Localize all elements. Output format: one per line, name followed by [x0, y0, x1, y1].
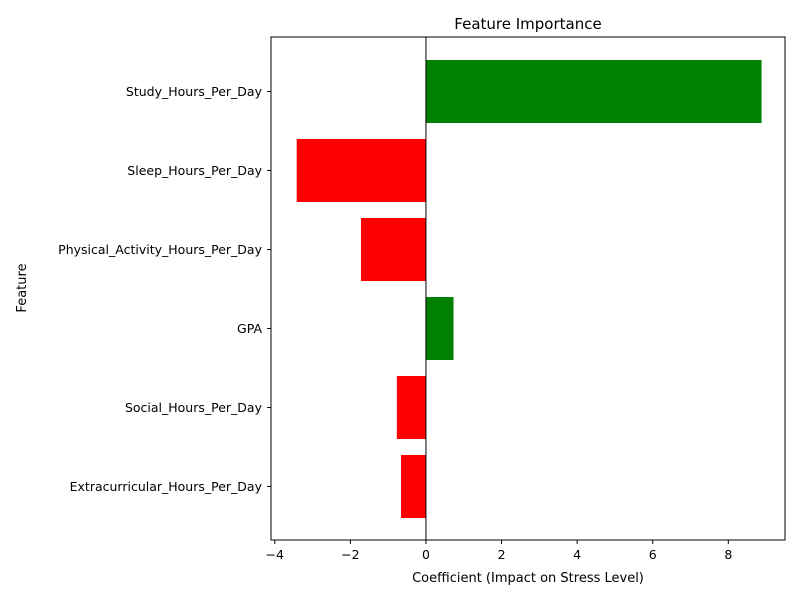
y-tick-label: Sleep_Hours_Per_Day	[127, 163, 262, 178]
plot-frame	[270, 36, 786, 541]
bar-social-hours-per-day	[396, 376, 426, 439]
x-tick-label: 8	[724, 547, 732, 562]
x-tick-label: −4	[266, 547, 284, 562]
bar-sleep-hours-per-day	[296, 139, 426, 202]
x-axis: −4 −2 0 2 4 6 8	[266, 540, 732, 562]
y-tick-label: Physical_Activity_Hours_Per_Day	[58, 242, 262, 257]
y-tick-label: GPA	[237, 321, 262, 336]
x-tick-label: 6	[649, 547, 657, 562]
y-tick-label: Study_Hours_Per_Day	[126, 84, 263, 99]
bars-group	[296, 60, 762, 518]
x-tick-label: 2	[498, 547, 506, 562]
x-axis-label: Coefficient (Impact on Stress Level)	[412, 571, 644, 586]
chart-title: Feature Importance	[454, 15, 601, 33]
bar-physical-activity-hours-per-day	[360, 218, 426, 281]
x-tick-label: −2	[341, 547, 359, 562]
bar-study-hours-per-day	[425, 60, 762, 123]
y-axis: Study_Hours_Per_Day Sleep_Hours_Per_Day Ph…	[58, 84, 271, 494]
bar-gpa	[425, 297, 454, 360]
x-tick-label: 0	[422, 547, 430, 562]
y-tick-label: Social_Hours_Per_Day	[125, 400, 263, 415]
bar-extracurricular-hours-per-day	[401, 455, 426, 518]
y-axis-label: Feature	[15, 263, 30, 312]
x-tick-label: 4	[573, 547, 581, 562]
y-tick-label: Extracurricular_Hours_Per_Day	[70, 479, 263, 494]
